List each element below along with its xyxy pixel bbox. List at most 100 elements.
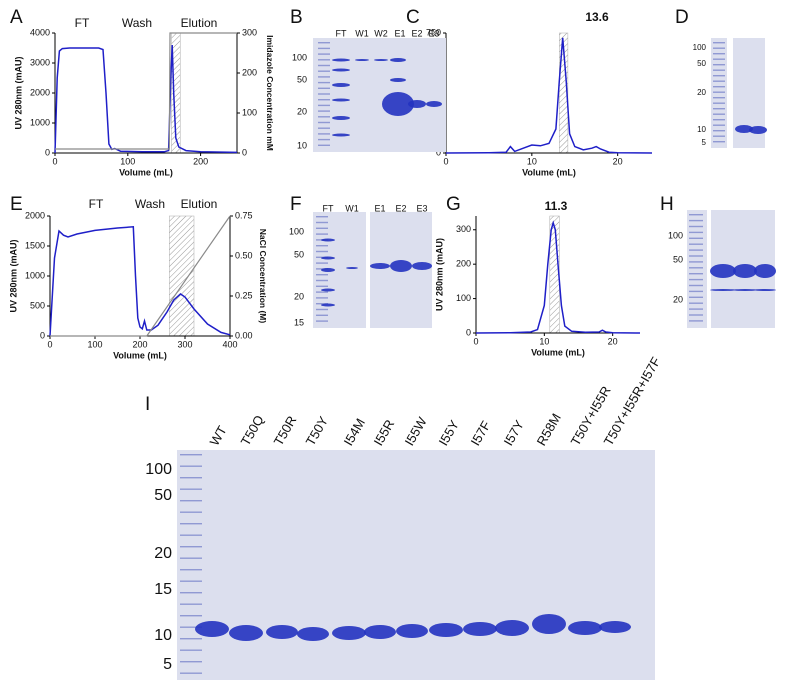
x-tick-label: 300 [177,339,192,349]
protein-band [321,303,335,307]
annotation: Wash [122,16,152,30]
y2-axis-label: Imidazole Concentration mM [265,35,275,151]
y2-tick-label: 300 [242,27,257,37]
ladder-band [180,534,202,536]
ladder-band [316,216,328,218]
ladder-band [713,47,725,49]
series-line [55,32,237,150]
ladder-band [689,290,703,293]
protein-band [382,92,414,116]
ladder-band [713,119,725,121]
ladder-band [180,638,202,640]
ladder-band [180,672,202,674]
ladder-band [318,93,330,95]
protein-band [332,83,350,87]
ladder-band [180,477,202,479]
ladder-band [318,87,330,89]
protein-band [390,58,406,62]
protein-band [229,625,263,641]
ladder-band [689,255,703,257]
ladder-band [180,557,202,559]
panel-label: B [290,7,303,28]
x-tick-label: 0 [473,336,478,346]
protein-band [532,614,566,634]
ladder-band [316,262,328,264]
x-tick-label: 10 [527,156,537,166]
protein-band [321,256,335,260]
marker-label: 10 [154,627,172,644]
ladder-band [689,320,703,322]
marker-label: 50 [297,74,307,84]
ladder-band [180,488,202,490]
ladder-band [316,303,328,305]
ladder-band [318,70,330,72]
y2-tick-label: 200 [242,67,257,77]
y-tick-label: 4000 [30,27,50,37]
y-tick-label: 750 [426,27,441,37]
series-line [445,37,653,154]
x-axis-label: Volume (mL) [119,167,173,177]
marker-label: 100 [289,226,304,236]
protein-band [735,125,753,133]
ladder-band [713,80,725,82]
ladder-band [713,53,725,55]
y-tick-label: 300 [456,224,471,234]
protein-band [374,59,388,61]
ladder-band [180,592,202,594]
panel-label: H [660,194,674,215]
ladder-band [180,569,202,571]
ladder-band [318,53,330,55]
ladder-band [318,59,330,61]
ladder-band [689,237,703,239]
y2-tick-label: 0.75 [235,210,253,220]
marker-label: 5 [702,138,707,147]
lane-label: E1 [394,28,405,38]
marker-label: 5 [163,656,172,673]
lane-label: WT [207,423,230,448]
ladder-band [316,274,328,276]
panel-label: I [145,394,150,415]
y2-axis-label: NaCl Concentration (M) [258,229,268,324]
ladder-band [713,113,725,115]
protein-band [754,289,776,291]
ladder-band [713,91,725,93]
protein-band [332,98,350,102]
y-axis-label: UV 280nm (mAU) [13,56,23,129]
protein-band [321,238,335,242]
y-tick-label: 1000 [30,117,50,127]
protein-band [710,264,736,278]
ladder-band [689,314,703,316]
ladder-band [689,243,703,245]
panel-label: F [290,194,302,215]
lane-label: T50R [271,413,300,448]
ladder-band [318,133,330,135]
ladder-band [713,141,725,143]
ladder-band [316,320,328,322]
protein-band [390,260,412,272]
ladder-band [713,130,725,132]
y2-tick-label: 0.00 [235,330,253,340]
ladder-band [316,308,328,311]
y2-tick-label: 0.50 [235,250,253,260]
ladder-band [713,42,725,44]
protein-band [332,58,350,62]
marker-label: 100 [145,461,172,478]
protein-band [408,100,426,108]
ladder-band [318,138,330,141]
protein-band [332,116,350,120]
ladder-band [713,64,725,66]
ladder-band [689,267,703,269]
y2-tick-label: 0 [242,147,247,157]
lane-label: W2 [374,28,388,38]
y-tick-label: 2000 [30,87,50,97]
y-axis-label: UV 280nm (mAU) [434,238,444,311]
annotation: FT [75,16,90,30]
ladder-band [318,47,330,50]
protein-band [355,59,369,61]
series-line [475,220,641,334]
ladder-band [318,42,330,44]
annotation: 13.6 [585,10,609,24]
ladder-band [318,104,330,107]
